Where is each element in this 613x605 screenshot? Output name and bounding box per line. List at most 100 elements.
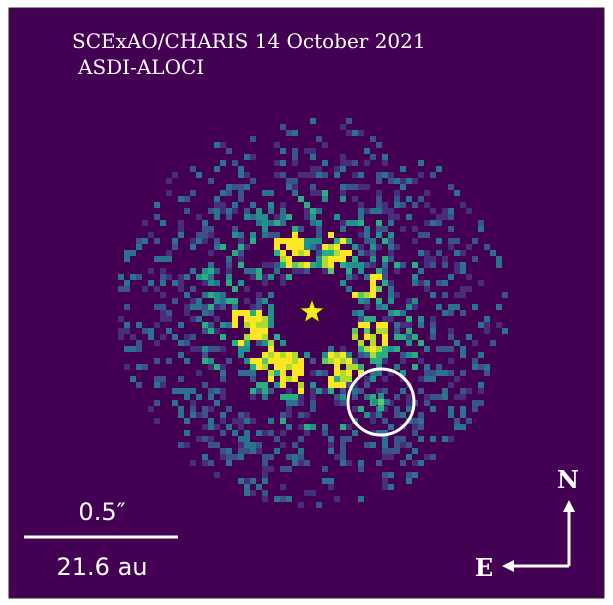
speckle-pixel xyxy=(316,370,322,376)
speckle-pixel xyxy=(448,274,454,280)
speckle-pixel xyxy=(358,220,364,226)
speckle-pixel xyxy=(202,454,208,460)
speckle-pixel xyxy=(292,238,298,244)
speckle-pixel xyxy=(364,250,370,256)
speckle-pixel xyxy=(184,430,190,436)
speckle-pixel xyxy=(310,184,316,190)
speckle-pixel xyxy=(262,220,268,226)
speckle-pixel xyxy=(460,412,466,418)
speckle-pixel xyxy=(406,472,412,478)
speckle-pixel xyxy=(418,358,424,364)
speckle-pixel xyxy=(406,352,412,358)
speckle-pixel xyxy=(328,436,334,442)
speckle-pixel xyxy=(154,382,160,388)
speckle-pixel xyxy=(292,352,298,358)
speckle-pixel xyxy=(190,244,196,250)
speckle-pixel xyxy=(280,208,286,214)
speckle-pixel xyxy=(166,250,172,256)
speckle-pixel xyxy=(394,436,400,442)
speckle-pixel xyxy=(184,310,190,316)
speckle-pixel xyxy=(382,340,388,346)
speckle-pixel xyxy=(274,250,280,256)
speckle-pixel xyxy=(454,340,460,346)
speckle-pixel xyxy=(142,238,148,244)
speckle-pixel xyxy=(214,208,220,214)
speckle-pixel xyxy=(244,436,250,442)
speckle-pixel xyxy=(388,424,394,430)
companion-pixel xyxy=(378,399,384,405)
speckle-pixel xyxy=(274,262,280,268)
speckle-pixel xyxy=(340,454,346,460)
speckle-pixel xyxy=(226,406,232,412)
speckle-pixel xyxy=(220,244,226,250)
speckle-pixel xyxy=(160,280,166,286)
speckle-pixel xyxy=(226,280,232,286)
speckle-pixel xyxy=(334,382,340,388)
speckle-pixel xyxy=(388,280,394,286)
speckle-pixel xyxy=(298,358,304,364)
speckle-pixel xyxy=(262,190,268,196)
speckle-pixel xyxy=(412,460,418,466)
speckle-pixel xyxy=(244,418,250,424)
speckle-pixel xyxy=(430,220,436,226)
speckle-pixel xyxy=(226,460,232,466)
speckle-pixel xyxy=(154,202,160,208)
speckle-pixel xyxy=(262,478,268,484)
speckle-pixel xyxy=(346,262,352,268)
speckle-pixel xyxy=(370,334,376,340)
speckle-pixel xyxy=(274,142,280,148)
speckle-pixel xyxy=(202,304,208,310)
speckle-pixel xyxy=(220,412,226,418)
speckle-pixel xyxy=(280,124,286,130)
speckle-pixel xyxy=(424,394,430,400)
speckle-pixel xyxy=(142,220,148,226)
speckle-pixel xyxy=(142,286,148,292)
speckle-pixel xyxy=(478,322,484,328)
title: SCExAO/CHARIS 14 October 2021 xyxy=(72,29,426,53)
speckle-pixel xyxy=(364,412,370,418)
speckle-pixel xyxy=(334,238,340,244)
speckle-pixel xyxy=(304,148,310,154)
speckle-pixel xyxy=(358,316,364,322)
speckle-pixel xyxy=(418,412,424,418)
speckle-pixel xyxy=(214,472,220,478)
speckle-pixel xyxy=(214,298,220,304)
speckle-pixel xyxy=(298,436,304,442)
speckle-pixel xyxy=(496,304,502,310)
speckle-pixel xyxy=(376,178,382,184)
speckle-pixel xyxy=(208,364,214,370)
speckle-pixel xyxy=(382,262,388,268)
speckle-pixel xyxy=(166,316,172,322)
speckle-pixel xyxy=(316,136,322,142)
speckle-pixel xyxy=(370,244,376,250)
speckle-pixel xyxy=(244,442,250,448)
speckle-pixel xyxy=(184,304,190,310)
speckle-pixel xyxy=(334,376,340,382)
speckle-pixel xyxy=(178,406,184,412)
speckle-pixel xyxy=(442,280,448,286)
speckle-pixel xyxy=(280,412,286,418)
speckle-pixel xyxy=(292,400,298,406)
speckle-pixel xyxy=(256,364,262,370)
speckle-pixel xyxy=(328,388,334,394)
speckle-pixel xyxy=(358,262,364,268)
speckle-pixel xyxy=(148,280,154,286)
speckle-pixel xyxy=(382,436,388,442)
speckle-pixel xyxy=(184,388,190,394)
speckle-pixel xyxy=(454,418,460,424)
speckle-pixel xyxy=(286,184,292,190)
speckle-pixel xyxy=(208,388,214,394)
speckle-pixel xyxy=(178,352,184,358)
speckle-pixel xyxy=(286,238,292,244)
speckle-pixel xyxy=(280,370,286,376)
speckle-pixel xyxy=(376,358,382,364)
speckle-pixel xyxy=(298,424,304,430)
speckle-pixel xyxy=(292,190,298,196)
speckle-pixel xyxy=(466,244,472,250)
speckle-pixel xyxy=(214,316,220,322)
speckle-pixel xyxy=(430,322,436,328)
speckle-pixel xyxy=(250,154,256,160)
speckle-pixel xyxy=(322,370,328,376)
speckle-pixel xyxy=(412,448,418,454)
speckle-pixel xyxy=(298,250,304,256)
